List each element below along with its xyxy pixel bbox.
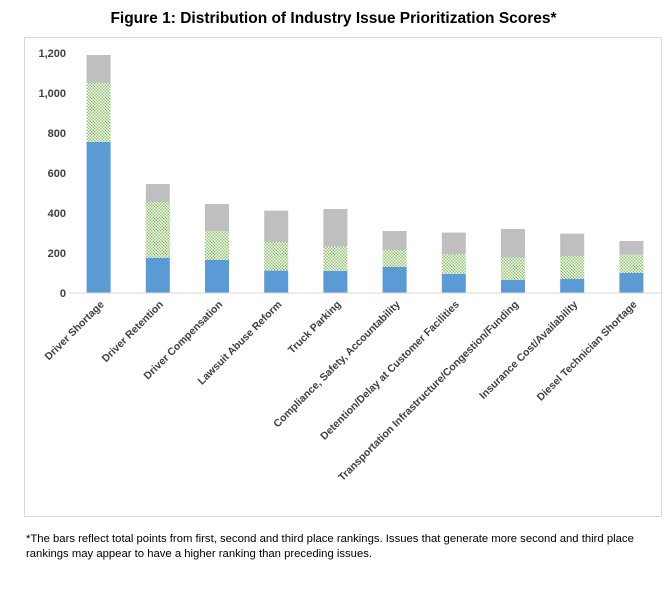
bar-segment-1 xyxy=(560,279,585,293)
bar-segment-2 xyxy=(441,254,466,274)
x-tick-label: Compliance, Safety, Accountability xyxy=(271,299,403,431)
y-axis: 0 200 400 600 800 1,000 1,200 xyxy=(38,48,66,300)
bar-segment-2 xyxy=(86,83,111,142)
bar-segment-3 xyxy=(619,241,644,255)
chart-frame: 0 200 400 600 800 1,000 1,200 Driver Shortage D… xyxy=(24,37,662,517)
y-tick-label: 400 xyxy=(48,208,66,220)
bar-segment-2 xyxy=(382,250,407,267)
bar-segment-1 xyxy=(323,271,348,293)
bar-segment-1 xyxy=(264,270,289,293)
bar-segment-1 xyxy=(441,274,466,293)
bar-segment-3 xyxy=(323,209,348,247)
y-tick-label: 600 xyxy=(48,168,66,180)
bar-segment-1 xyxy=(86,142,111,293)
bar-segment-3 xyxy=(145,184,170,202)
x-tick-label: Driver Retention xyxy=(100,299,166,365)
bar-segment-2 xyxy=(501,257,525,280)
bars xyxy=(86,55,644,293)
bar-segment-3 xyxy=(382,231,407,250)
bar-segment-3 xyxy=(501,229,525,258)
bar-segment-2 xyxy=(264,242,289,271)
y-tick-label: 1,200 xyxy=(38,48,66,60)
bar-segment-2 xyxy=(560,256,585,279)
bar-segment-1 xyxy=(382,267,407,293)
bar-segment-1 xyxy=(205,260,229,293)
y-tick-label: 800 xyxy=(48,128,66,140)
bar-segment-1 xyxy=(619,273,644,293)
x-tick-label: Diesel Technician Shortage xyxy=(535,299,640,404)
bar-segment-3 xyxy=(86,55,111,83)
bar-segment-2 xyxy=(145,202,170,258)
bar-segment-2 xyxy=(619,254,644,273)
bar-segment-3 xyxy=(205,204,229,231)
bar-segment-3 xyxy=(560,233,585,256)
bar-segment-2 xyxy=(323,246,348,271)
chart-title: Figure 1: Distribution of Industry Issue… xyxy=(110,10,557,27)
footnote: *The bars reflect total points from firs… xyxy=(26,533,634,560)
bar-segment-1 xyxy=(501,280,525,293)
bar-segment-2 xyxy=(205,231,229,260)
x-tick-label: Driver Shortage xyxy=(43,299,107,363)
x-tick-label: Insurance Cost/Availability xyxy=(477,299,580,402)
x-tick-label: Truck Parking xyxy=(286,299,344,357)
bar-segment-1 xyxy=(145,258,170,293)
bar-segment-3 xyxy=(264,210,289,242)
bar-segment-3 xyxy=(441,232,466,254)
y-tick-label: 1,000 xyxy=(38,88,66,100)
y-tick-label: 200 xyxy=(48,248,66,260)
y-tick-label: 0 xyxy=(60,288,66,300)
